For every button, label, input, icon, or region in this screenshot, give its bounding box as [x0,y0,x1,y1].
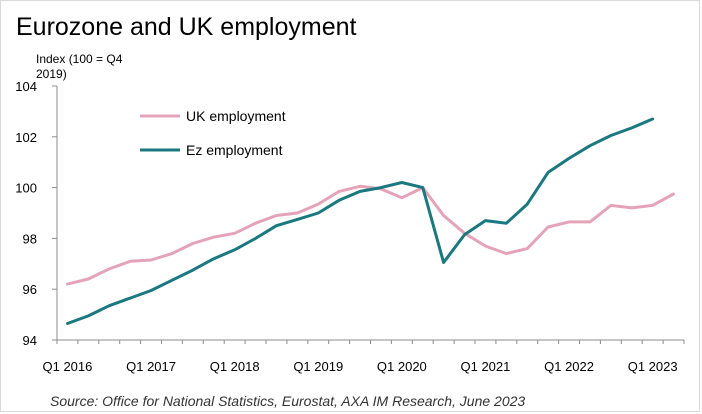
y-tick-label: 100 [15,181,37,196]
series-line-uk-employment [66,184,675,286]
series-lines [66,117,675,325]
series-line-ez-employment [66,117,655,325]
y-tick-label: 94 [23,333,37,348]
y-tick-label: 98 [23,231,37,246]
x-tick-label: Q1 2022 [544,359,594,374]
y-tick-labels: 94 96 98 100 102 104 [15,79,37,348]
legend-label: Ez employment [186,142,283,158]
y-axis-label: Index (100 = Q4 2019) [36,52,123,81]
legend-label: UK employment [186,108,286,124]
chart-title: Eurozone and UK employment [16,13,357,41]
x-tick-label: Q1 2016 [43,359,93,374]
y-tick-label: 96 [23,282,37,297]
x-tick-label: Q1 2017 [126,359,176,374]
x-tick-label: Q1 2021 [461,359,511,374]
x-tick-label: Q1 2020 [377,359,427,374]
axes [52,85,685,344]
x-tick-label: Q1 2019 [293,359,343,374]
source-note: Source: Office for National Statistics, … [50,393,526,409]
x-tick-label: Q1 2018 [210,359,260,374]
x-tick-label: Q1 2023 [628,359,678,374]
y-tick-label: 104 [15,79,37,94]
legend: UK employment Ez employment [140,108,286,158]
y-tick-label: 102 [15,130,37,145]
x-tick-labels: Q1 2016 Q1 2017 Q1 2018 Q1 2019 Q1 2020 Q1 20… [43,359,678,374]
